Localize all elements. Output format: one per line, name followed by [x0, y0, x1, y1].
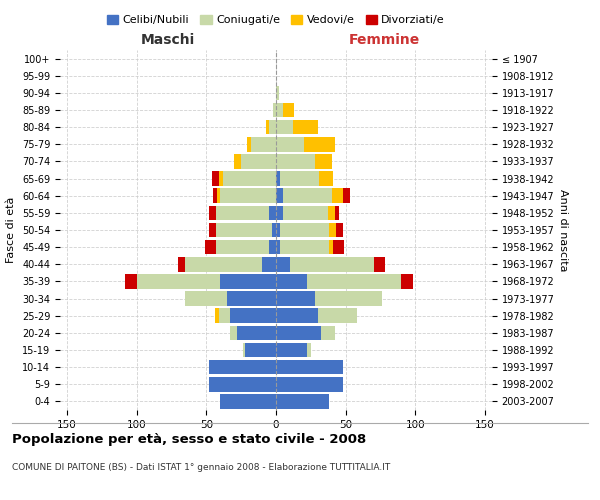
Bar: [276, 206, 283, 220]
Bar: [401, 274, 413, 288]
Bar: [283, 206, 328, 220]
Bar: [219, 308, 230, 323]
Y-axis label: Anni di nascita: Anni di nascita: [559, 188, 568, 271]
Bar: [137, 274, 220, 288]
Bar: [333, 240, 344, 254]
Bar: [215, 308, 219, 323]
Y-axis label: Fasce di età: Fasce di età: [7, 197, 16, 263]
Bar: [269, 206, 276, 220]
Bar: [242, 342, 245, 357]
Text: Popolazione per età, sesso e stato civile - 2008: Popolazione per età, sesso e stato civil…: [12, 432, 366, 446]
Text: Maschi: Maschi: [141, 32, 195, 46]
Bar: [251, 137, 276, 152]
Bar: [178, 257, 185, 272]
Bar: [276, 188, 283, 203]
Bar: [304, 137, 335, 152]
Bar: [276, 257, 290, 272]
Bar: [262, 257, 276, 272]
Bar: [307, 342, 311, 357]
Bar: [273, 102, 276, 118]
Bar: [213, 188, 217, 203]
Bar: [290, 257, 374, 272]
Bar: [276, 342, 307, 357]
Bar: [125, 274, 137, 288]
Bar: [220, 274, 276, 288]
Bar: [209, 377, 276, 392]
Bar: [276, 326, 320, 340]
Bar: [328, 206, 335, 220]
Bar: [335, 206, 339, 220]
Bar: [209, 360, 276, 374]
Bar: [220, 394, 276, 408]
Bar: [293, 120, 318, 134]
Bar: [276, 137, 304, 152]
Bar: [223, 172, 276, 186]
Bar: [185, 257, 262, 272]
Legend: Celibi/Nubili, Coniugati/e, Vedovi/e, Divorziati/e: Celibi/Nubili, Coniugati/e, Vedovi/e, Di…: [103, 10, 449, 30]
Bar: [266, 120, 269, 134]
Bar: [374, 257, 385, 272]
Bar: [329, 240, 333, 254]
Bar: [216, 240, 269, 254]
Bar: [343, 188, 350, 203]
Bar: [320, 326, 335, 340]
Bar: [269, 240, 276, 254]
Bar: [276, 154, 315, 168]
Bar: [276, 394, 329, 408]
Bar: [209, 206, 216, 220]
Bar: [329, 222, 336, 238]
Bar: [276, 240, 280, 254]
Bar: [276, 377, 343, 392]
Bar: [280, 172, 319, 186]
Bar: [216, 206, 269, 220]
Bar: [272, 222, 276, 238]
Bar: [217, 188, 220, 203]
Text: Femmine: Femmine: [349, 32, 419, 46]
Bar: [216, 222, 272, 238]
Bar: [276, 120, 293, 134]
Bar: [315, 292, 382, 306]
Bar: [209, 222, 216, 238]
Bar: [283, 102, 294, 118]
Bar: [318, 308, 357, 323]
Bar: [245, 342, 276, 357]
Bar: [276, 102, 283, 118]
Text: COMUNE DI PAITONE (BS) - Dati ISTAT 1° gennaio 2008 - Elaborazione TUTTITALIA.IT: COMUNE DI PAITONE (BS) - Dati ISTAT 1° g…: [12, 462, 390, 471]
Bar: [276, 360, 343, 374]
Bar: [220, 188, 276, 203]
Bar: [276, 222, 280, 238]
Bar: [269, 120, 276, 134]
Bar: [276, 274, 307, 288]
Bar: [230, 308, 276, 323]
Bar: [212, 172, 219, 186]
Bar: [283, 188, 332, 203]
Bar: [276, 308, 318, 323]
Bar: [205, 240, 216, 254]
Bar: [315, 154, 332, 168]
Bar: [276, 86, 279, 100]
Bar: [230, 326, 237, 340]
Bar: [336, 222, 343, 238]
Bar: [276, 172, 280, 186]
Bar: [307, 274, 401, 288]
Bar: [219, 172, 223, 186]
Bar: [332, 188, 343, 203]
Bar: [319, 172, 333, 186]
Bar: [237, 326, 276, 340]
Bar: [280, 222, 329, 238]
Bar: [234, 154, 241, 168]
Bar: [280, 240, 329, 254]
Bar: [247, 137, 251, 152]
Bar: [276, 292, 315, 306]
Bar: [241, 154, 276, 168]
Bar: [227, 292, 276, 306]
Bar: [185, 292, 227, 306]
